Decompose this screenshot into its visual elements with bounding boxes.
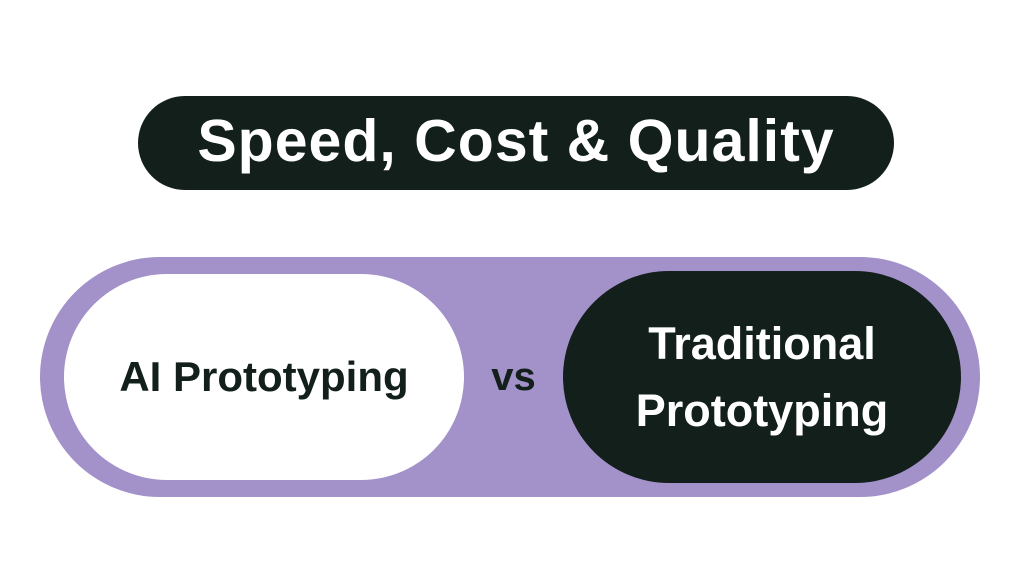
traditional-prototyping-pill: Traditional Prototyping bbox=[563, 271, 961, 483]
ai-prototyping-label: AI Prototyping bbox=[119, 353, 409, 400]
traditional-label-line2: Prototyping bbox=[635, 385, 889, 436]
vs-label: vs bbox=[491, 354, 536, 399]
title-pill: Speed, Cost & Quality bbox=[138, 96, 894, 190]
traditional-label-line1: Traditional bbox=[648, 318, 876, 369]
ai-prototyping-pill: AI Prototyping bbox=[64, 274, 464, 480]
page-title: Speed, Cost & Quality bbox=[197, 108, 835, 174]
comparison-bar: AI Prototyping vs Traditional Prototypin… bbox=[40, 257, 980, 497]
